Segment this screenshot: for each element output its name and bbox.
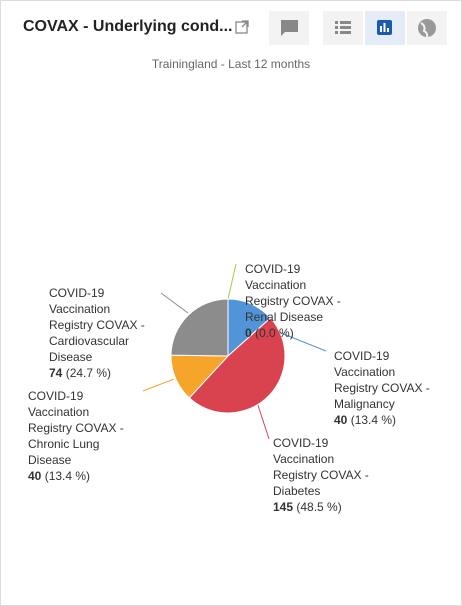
slice-name: COVID-19 Vaccination Registry COVAX - Di…: [273, 436, 369, 498]
slice-name: COVID-19 Vaccination Registry COVAX - Ca…: [49, 286, 145, 364]
pie-slice: [188, 317, 286, 414]
slice-value: 40: [28, 469, 42, 483]
table-view-button[interactable]: [323, 11, 363, 45]
slice-label: COVID-19 Vaccination Registry COVAX - Ch…: [28, 388, 133, 484]
slice-percent: (24.7 %): [65, 366, 112, 380]
chart-view-button[interactable]: [365, 11, 405, 45]
slice-value-line: 40 (13.4 %): [334, 412, 439, 428]
slice-value: 0: [245, 326, 252, 340]
interpretation-button[interactable]: [269, 11, 309, 45]
slice-percent: (13.4 %): [350, 413, 397, 427]
slice-label: COVID-19 Vaccination Registry COVAX - Ca…: [49, 285, 154, 381]
chart-subtitle: Trainingland - Last 12 months: [151, 57, 311, 71]
slice-label: COVID-19 Vaccination Registry COVAX - Ma…: [334, 348, 439, 428]
link-icon[interactable]: [235, 20, 249, 34]
map-view-button[interactable]: [407, 11, 447, 45]
slice-label: COVID-19 Vaccination Registry COVAX - Di…: [273, 435, 378, 515]
slice-value-line: 40 (13.4 %): [28, 468, 133, 484]
slice-value-line: 0 (0.0 %): [245, 325, 350, 341]
slice-value-line: 145 (48.5 %): [273, 499, 378, 515]
slice-value: 40: [334, 413, 348, 427]
pie-slice: [170, 298, 229, 357]
slice-value: 74: [49, 366, 63, 380]
slice-name: COVID-19 Vaccination Registry COVAX - Re…: [245, 262, 341, 324]
slice-value-line: 74 (24.7 %): [49, 365, 154, 381]
widget-title: COVAX - Underlying cond...: [23, 18, 233, 35]
slice-percent: (48.5 %): [296, 500, 342, 514]
slice-name: COVID-19 Vaccination Registry COVAX - Ma…: [334, 349, 430, 411]
slice-value: 145: [273, 500, 294, 514]
slice-percent: (13.4 %): [44, 469, 91, 483]
slice-label: COVID-19 Vaccination Registry COVAX - Re…: [245, 261, 350, 341]
slice-name: COVID-19 Vaccination Registry COVAX - Ch…: [28, 389, 124, 467]
slice-percent: (0.0 %): [255, 326, 294, 340]
